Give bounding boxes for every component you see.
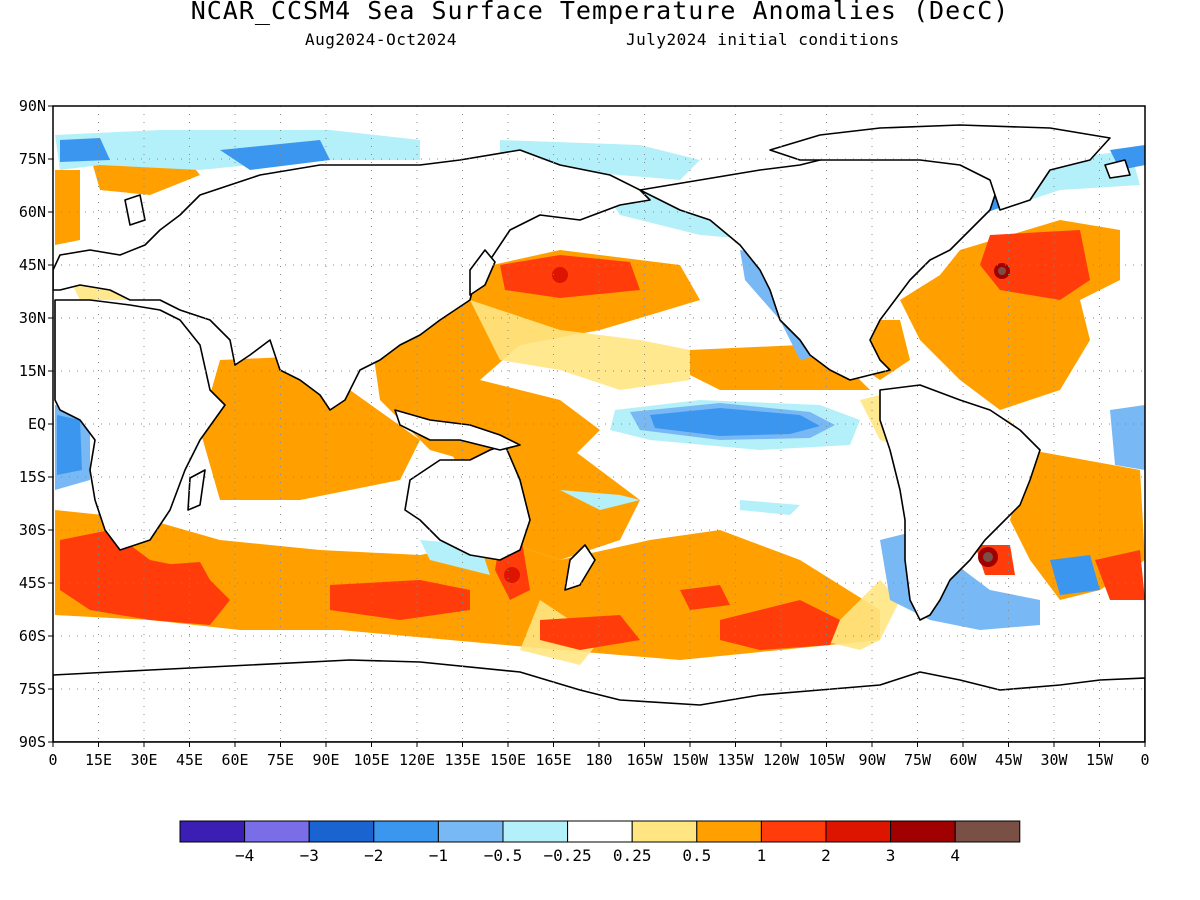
lon-label: 60E xyxy=(222,751,249,769)
colorbar-swatch xyxy=(308,820,375,843)
colorbar-label: 0.5 xyxy=(682,846,711,865)
lat-label: 15S xyxy=(19,468,46,486)
lon-label: 120W xyxy=(763,751,800,769)
landmass-new-zealand xyxy=(564,544,596,591)
lon-label: 180 xyxy=(586,751,613,769)
lat-label: 60S xyxy=(19,627,46,645)
colorbar-label: −0.25 xyxy=(544,846,592,865)
lon-label: 135W xyxy=(718,751,755,769)
colorbar-swatch xyxy=(179,820,246,843)
lat-label: 90N xyxy=(19,97,46,115)
landmass-south-america xyxy=(879,384,1041,621)
colorbar-swatch xyxy=(373,820,439,843)
lon-label: 75E xyxy=(267,751,294,769)
lon-label: 15W xyxy=(1086,751,1114,769)
colorbar-label: −0.5 xyxy=(484,846,523,865)
lon-label: 15E xyxy=(85,751,112,769)
lon-label: 30W xyxy=(1041,751,1069,769)
lon-label: 150W xyxy=(672,751,709,769)
lat-label: EQ xyxy=(28,415,46,433)
lat-label: 90S xyxy=(19,733,46,751)
colorbar-swatch xyxy=(890,820,956,843)
lat-label: 60N xyxy=(19,203,46,221)
colorbar-swatch xyxy=(567,820,633,843)
chart-title: NCAR_CCSM4 Sea Surface Temperature Anoma… xyxy=(190,0,1010,25)
lat-label: 75S xyxy=(19,680,46,698)
colorbar-swatch xyxy=(954,820,1021,843)
lon-label: 90E xyxy=(313,751,340,769)
colorbar-swatch xyxy=(502,820,569,843)
colorbar-swatch xyxy=(696,820,762,843)
colorbar-label: 1 xyxy=(757,846,767,865)
anomaly-field xyxy=(53,106,1145,742)
colorbar-label: −1 xyxy=(429,846,448,865)
lat-label: 45N xyxy=(19,256,46,274)
lat-label: 75N xyxy=(19,150,46,168)
lon-label: 165W xyxy=(627,751,664,769)
landmass-indonesia xyxy=(394,409,521,451)
colorbar-swatch xyxy=(760,820,827,843)
lat-label: 30S xyxy=(19,521,46,539)
colorbar-label: −3 xyxy=(300,846,319,865)
colorbar-label: 0.25 xyxy=(613,846,652,865)
lon-label: 105E xyxy=(354,751,390,769)
lon-label: 165E xyxy=(536,751,572,769)
lon-label: 0 xyxy=(1141,751,1150,769)
colorbar-label: −2 xyxy=(364,846,383,865)
lon-label: 45W xyxy=(995,751,1023,769)
colorbar-label: 2 xyxy=(821,846,831,865)
colorbar-label: 3 xyxy=(886,846,896,865)
colorbar-label: 4 xyxy=(950,846,960,865)
landmasses xyxy=(53,124,1145,742)
colorbar-swatch xyxy=(437,820,504,843)
lon-label: 0 xyxy=(49,751,58,769)
landmass-australia xyxy=(404,444,531,561)
lon-label: 150E xyxy=(490,751,526,769)
landmass-iceland xyxy=(1104,159,1131,179)
lon-label: 45E xyxy=(176,751,203,769)
lon-label: 75W xyxy=(904,751,932,769)
period-label: Aug2024-Oct2024 xyxy=(305,30,457,49)
colorbar: −4 −3 −2 −1 −0.5 −0.25 0.25 0.5 1 2 3 4 xyxy=(179,820,1021,865)
landmass-antarctica xyxy=(53,659,1145,742)
lat-label: 15N xyxy=(19,362,46,380)
lon-label: 105W xyxy=(809,751,846,769)
landmass-uk xyxy=(124,194,146,226)
lat-label: 30N xyxy=(19,309,46,327)
colorbar-swatch xyxy=(631,820,698,843)
colorbar-swatch xyxy=(825,820,892,843)
landmass-madagascar xyxy=(187,469,206,511)
initial-conditions-label: July2024 initial conditions xyxy=(626,30,900,49)
colorbar-swatch xyxy=(244,820,310,843)
landmass-africa xyxy=(54,299,226,551)
colorbar-label: −4 xyxy=(235,846,254,865)
lon-label: 60W xyxy=(950,751,978,769)
lat-label: 45S xyxy=(19,574,46,592)
lon-label: 135E xyxy=(445,751,481,769)
lon-label: 120E xyxy=(399,751,435,769)
landmass-greenland xyxy=(769,124,1111,211)
lon-label: 90W xyxy=(859,751,887,769)
lon-label: 30E xyxy=(131,751,158,769)
landmass-japan xyxy=(469,249,496,296)
